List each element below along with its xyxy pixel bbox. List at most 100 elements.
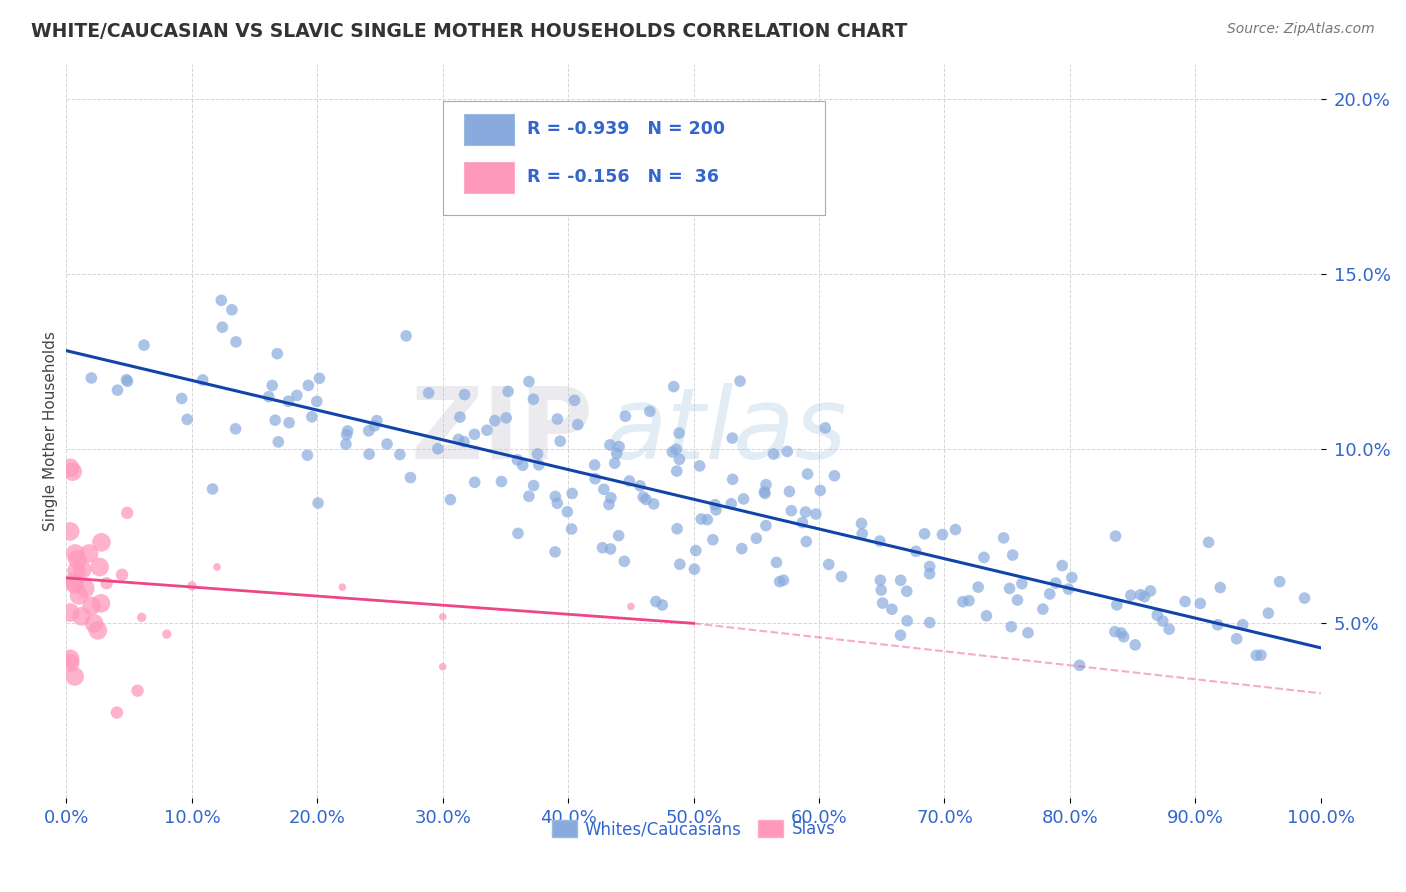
Point [59, 606, 82, 620]
Point [619, 474, 641, 488]
Point [62, 574, 84, 589]
Point [301, 409, 323, 424]
Point [666, 522, 689, 536]
Point [583, 458, 606, 472]
Point [115, 506, 138, 520]
Point [599, 491, 621, 505]
Point [59, 652, 82, 666]
Point [63, 577, 86, 591]
Point [993, 531, 1015, 545]
Point [426, 442, 449, 456]
Point [755, 518, 778, 533]
Point [918, 559, 941, 574]
Point [668, 426, 690, 441]
Point [278, 416, 301, 430]
Point [643, 497, 665, 511]
Point [527, 458, 550, 472]
Point [567, 417, 589, 432]
FancyBboxPatch shape [464, 161, 515, 193]
Point [475, 423, 498, 437]
Point [628, 479, 651, 493]
Point [631, 490, 654, 504]
Point [1060, 570, 1083, 584]
Point [869, 573, 891, 587]
Text: WHITE/CAUCASIAN VS SLAVIC SINGLE MOTHER HOUSEHOLDS CORRELATION CHART: WHITE/CAUCASIAN VS SLAVIC SINGLE MOTHER … [31, 22, 907, 41]
Point [305, 394, 328, 409]
Point [804, 507, 827, 521]
Point [998, 582, 1021, 596]
Point [817, 558, 839, 572]
Point [522, 392, 544, 407]
Point [1032, 602, 1054, 616]
Point [201, 482, 224, 496]
Point [546, 496, 568, 510]
Point [880, 602, 903, 616]
Point [1139, 583, 1161, 598]
Point [814, 421, 837, 435]
Point [967, 580, 990, 594]
Point [453, 387, 475, 401]
FancyBboxPatch shape [443, 101, 825, 215]
Point [127, 683, 149, 698]
Point [544, 489, 567, 503]
Point [170, 392, 193, 406]
Point [780, 503, 803, 517]
Point [1209, 581, 1232, 595]
Point [546, 412, 568, 426]
Point [720, 497, 742, 511]
Text: ZIP: ZIP [411, 383, 593, 480]
Point [297, 378, 319, 392]
Point [702, 533, 724, 547]
Point [904, 544, 927, 558]
Point [583, 472, 606, 486]
Point [180, 579, 202, 593]
Point [388, 448, 411, 462]
Point [794, 505, 817, 519]
Point [209, 293, 232, 308]
Point [89, 560, 111, 574]
Point [506, 453, 529, 467]
Point [1000, 620, 1022, 634]
Point [484, 414, 506, 428]
Point [264, 413, 287, 427]
Point [870, 583, 893, 598]
Point [599, 541, 621, 556]
Point [1104, 624, 1126, 639]
Point [606, 447, 628, 461]
Point [765, 555, 787, 569]
Point [1057, 582, 1080, 596]
Point [117, 374, 139, 388]
Point [931, 527, 953, 541]
Point [59, 460, 82, 475]
Point [63, 669, 86, 683]
Point [614, 409, 637, 424]
Point [1001, 548, 1024, 562]
Point [851, 516, 873, 531]
Point [745, 531, 768, 545]
Point [105, 706, 128, 720]
Y-axis label: Single Mother Households: Single Mother Households [44, 331, 58, 531]
Point [96, 576, 118, 591]
Point [645, 594, 668, 608]
Point [439, 492, 461, 507]
Point [1226, 632, 1249, 646]
Point [1198, 535, 1220, 549]
Point [796, 467, 818, 481]
Point [77, 546, 100, 560]
Point [703, 498, 725, 512]
Point [336, 424, 359, 438]
Point [506, 526, 529, 541]
Point [872, 596, 894, 610]
Point [1246, 648, 1268, 663]
Point [564, 393, 586, 408]
Point [603, 456, 626, 470]
Point [620, 599, 643, 614]
Point [449, 410, 471, 425]
Point [778, 484, 800, 499]
Point [1159, 622, 1181, 636]
Point [512, 458, 534, 473]
Point [721, 431, 744, 445]
Point [696, 513, 718, 527]
Point [90, 535, 112, 549]
Point [1017, 625, 1039, 640]
